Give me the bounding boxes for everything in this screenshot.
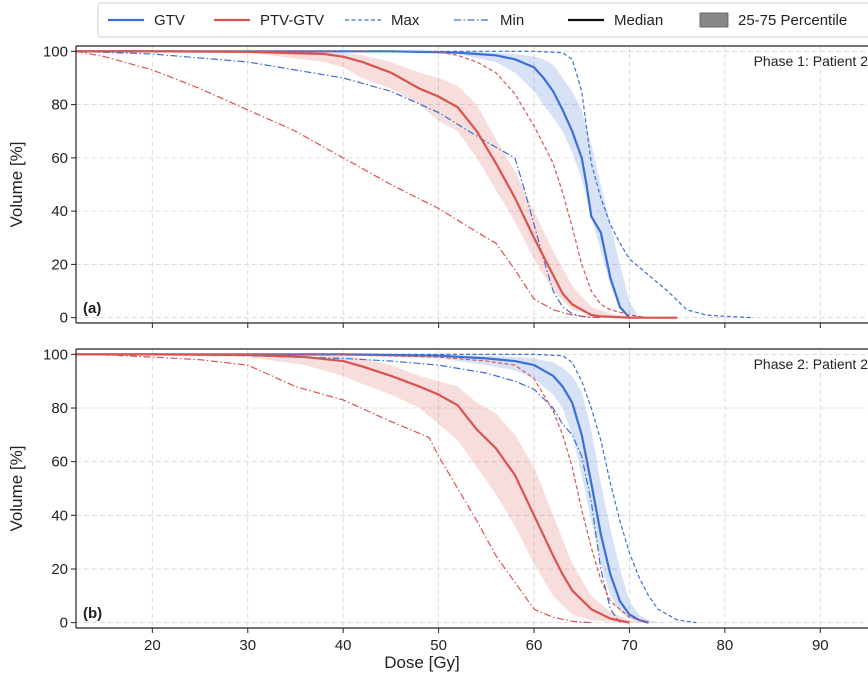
- series-gtv-min: [76, 50, 592, 319]
- series-gtv-max: [76, 50, 754, 319]
- y-tick-label: 60: [51, 150, 68, 167]
- legend-item-25-75-percentile: 25-75 Percentile: [699, 12, 847, 29]
- legend-label: Min: [500, 12, 524, 29]
- legend-item-max: Max: [345, 12, 420, 29]
- series-gtv-median: [76, 50, 631, 319]
- y-tick-label: 40: [51, 507, 68, 524]
- panel-title: Phase 1: Patient 2: [754, 53, 868, 69]
- y-tick-label: 0: [60, 310, 68, 327]
- legend-label: GTV: [154, 12, 185, 29]
- panel-tag: (b): [83, 605, 102, 622]
- x-tick-label: 40: [335, 637, 352, 654]
- legend-item-ptv-gtv: PTV-GTV: [214, 12, 324, 29]
- x-tick-label: 90: [812, 637, 829, 654]
- legend-item-gtv: GTV: [108, 12, 185, 29]
- legend-swatch: [699, 12, 729, 28]
- y-tick-label: 0: [60, 615, 68, 632]
- y-tick-label: 40: [51, 203, 68, 220]
- x-axis-label: Dose [Gy]: [384, 653, 460, 672]
- series-ptv-gtv-max: [76, 353, 649, 624]
- plot-area: [76, 50, 754, 319]
- y-tick-label: 80: [51, 97, 68, 114]
- series-ptv-gtv-median: [76, 353, 630, 624]
- y-tick-label: 60: [51, 454, 68, 471]
- legend-label: Max: [391, 12, 420, 29]
- y-tick-label: 20: [51, 561, 68, 578]
- legend-label: 25-75 Percentile: [738, 12, 847, 29]
- legend-item-median: Median: [568, 12, 663, 29]
- band-ptv-gtv-percentile: [76, 354, 649, 623]
- x-tick-label: 30: [239, 637, 256, 654]
- chart-panel-2: 0 20 40 60 80 100 20 30 40 50 60 70 80 90 Volume [%] (b…: [7, 346, 868, 672]
- legend-label: PTV-GTV: [260, 12, 324, 29]
- x-tick-label: 20: [144, 637, 161, 654]
- y-tick-label: 100: [43, 346, 68, 363]
- series-ptv-gtv-min: [76, 353, 592, 624]
- x-tick-label: 50: [430, 637, 447, 654]
- legend-label: Median: [614, 12, 663, 29]
- series-ptv-gtv-min: [76, 50, 601, 319]
- x-tick-label: 80: [717, 637, 734, 654]
- series-gtv-median: [76, 353, 649, 624]
- series-ptv-gtv-median: [76, 50, 678, 319]
- y-tick-label: 100: [43, 43, 68, 60]
- x-tick-label: 60: [526, 637, 543, 654]
- y-axis-label: Volume [%]: [7, 142, 26, 228]
- y-tick-label: 80: [51, 400, 68, 417]
- y-tick-label: 20: [51, 256, 68, 273]
- x-tick-label: 70: [621, 637, 638, 654]
- panel-tag: (a): [83, 300, 101, 317]
- legend: GTV PTV-GTV Max Min Median 25-75 Percentile: [97, 2, 868, 38]
- series-gtv-max: [76, 353, 697, 624]
- panel-title: Phase 2: Patient 2: [754, 356, 868, 372]
- plot-area: [76, 353, 697, 624]
- chart-panel-1: 0 20 40 60 80 100 Volume [%] (a) Phase 1: Patien…: [7, 43, 868, 328]
- y-axis-label: Volume [%]: [7, 446, 26, 532]
- legend-item-min: Min: [454, 12, 524, 29]
- series-ptv-gtv-max: [76, 50, 649, 319]
